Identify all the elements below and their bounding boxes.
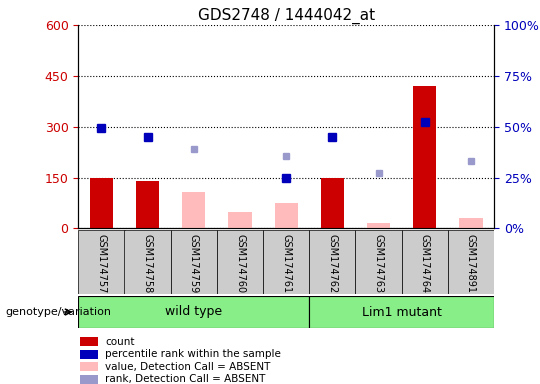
Bar bbox=[79, 337, 98, 346]
Text: value, Detection Call = ABSENT: value, Detection Call = ABSENT bbox=[105, 361, 271, 372]
Bar bbox=[125, 230, 171, 294]
Bar bbox=[79, 374, 98, 384]
Bar bbox=[448, 230, 494, 294]
Bar bbox=[136, 181, 159, 228]
Bar bbox=[78, 230, 125, 294]
Bar bbox=[217, 230, 263, 294]
Bar bbox=[228, 212, 252, 228]
Text: genotype/variation: genotype/variation bbox=[5, 307, 111, 317]
Text: GSM174761: GSM174761 bbox=[281, 233, 291, 293]
Bar bbox=[183, 192, 205, 228]
Bar bbox=[309, 230, 355, 294]
Text: GSM174760: GSM174760 bbox=[235, 233, 245, 293]
Bar bbox=[367, 223, 390, 228]
Bar bbox=[402, 230, 448, 294]
Bar bbox=[321, 178, 344, 228]
Bar bbox=[263, 230, 309, 294]
Bar bbox=[78, 296, 309, 328]
Text: GSM174758: GSM174758 bbox=[143, 233, 153, 293]
Text: rank, Detection Call = ABSENT: rank, Detection Call = ABSENT bbox=[105, 374, 266, 384]
Bar bbox=[460, 218, 483, 228]
Bar bbox=[413, 86, 436, 228]
Bar bbox=[309, 296, 494, 328]
Text: GSM174759: GSM174759 bbox=[189, 233, 199, 293]
Text: GSM174764: GSM174764 bbox=[420, 233, 430, 293]
Bar bbox=[90, 178, 113, 228]
Bar bbox=[275, 203, 298, 228]
Bar bbox=[79, 349, 98, 359]
Text: GSM174762: GSM174762 bbox=[327, 233, 338, 293]
Bar bbox=[355, 230, 402, 294]
Text: count: count bbox=[105, 336, 135, 347]
Text: GSM174757: GSM174757 bbox=[97, 233, 106, 293]
Text: GSM174891: GSM174891 bbox=[466, 233, 476, 293]
Text: percentile rank within the sample: percentile rank within the sample bbox=[105, 349, 281, 359]
Text: GSM174763: GSM174763 bbox=[374, 233, 383, 293]
Bar bbox=[171, 230, 217, 294]
Text: Lim1 mutant: Lim1 mutant bbox=[362, 306, 442, 318]
Text: wild type: wild type bbox=[165, 306, 222, 318]
Bar bbox=[79, 362, 98, 371]
Title: GDS2748 / 1444042_at: GDS2748 / 1444042_at bbox=[198, 7, 375, 23]
